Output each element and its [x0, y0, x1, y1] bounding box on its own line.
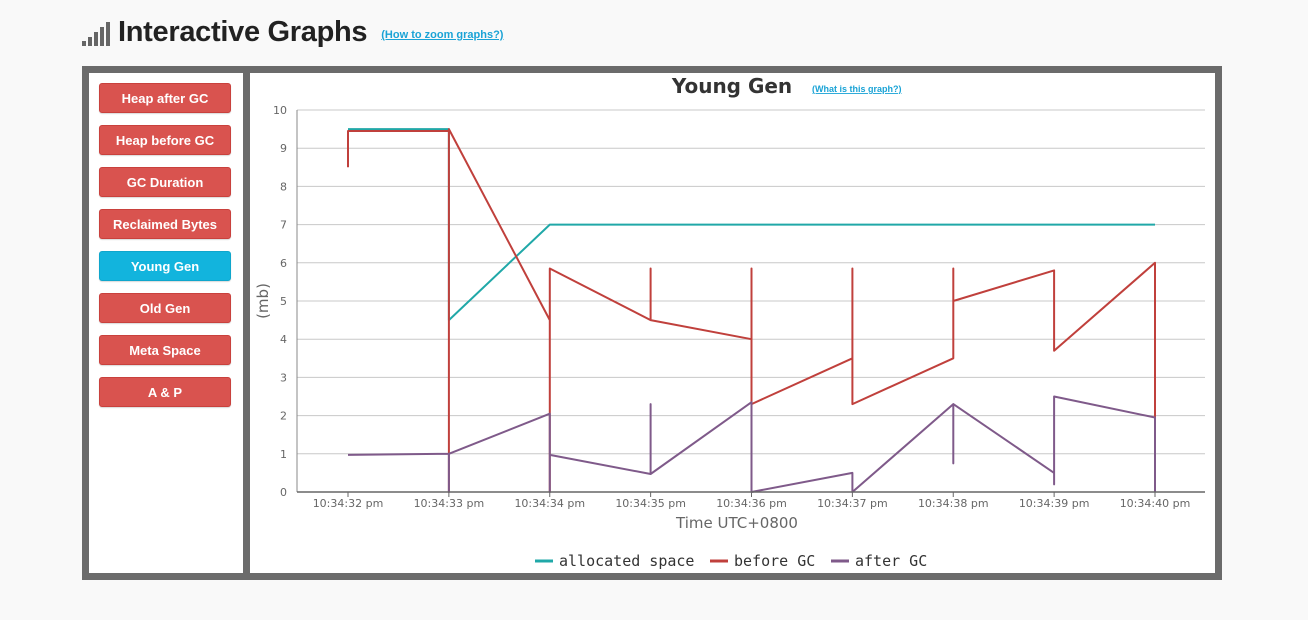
y-tick-label: 3: [280, 371, 287, 384]
chart-panel: Young Gen (What is this graph?) 0 1 2 3 4 5 6 7…: [250, 73, 1215, 573]
series-before-gc-line: [347, 128, 1156, 493]
x-tick-label: 10:34:40 pm: [1120, 497, 1191, 510]
y-tick-label: 6: [280, 257, 287, 270]
x-tick-label: 10:34:33 pm: [414, 497, 485, 510]
x-tick-label: 10:34:32 pm: [313, 497, 384, 510]
page-header: Interactive Graphs (How to zoom graphs?): [82, 12, 503, 52]
y-tick-label: 8: [280, 180, 287, 193]
gc-duration-button[interactable]: GC Duration: [99, 167, 231, 197]
x-tick-label: 10:34:39 pm: [1019, 497, 1090, 510]
x-axis-ticks: 10:34:32 pm 10:34:33 pm 10:34:34 pm 10:34:3…: [313, 492, 1191, 510]
graph-sidebar: Heap after GC Heap before GC GC Duration…: [89, 73, 243, 573]
y-tick-label: 10: [273, 104, 287, 117]
legend-label-allocated-space: allocated space: [559, 552, 694, 570]
y-tick-label: 7: [280, 219, 287, 232]
series-after-gc-line: [347, 395, 1156, 493]
y-tick-label: 0: [280, 486, 287, 499]
x-tick-label: 10:34:36 pm: [716, 497, 787, 510]
y-axis-ticks: 0 1 2 3 4 5 6 7 8 9 10: [273, 104, 287, 499]
page-title: Interactive Graphs: [118, 15, 368, 48]
x-tick-label: 10:34:37 pm: [817, 497, 888, 510]
zoom-help-link[interactable]: (How to zoom graphs?): [381, 29, 504, 41]
young-gen-chart[interactable]: Young Gen (What is this graph?) 0 1 2 3 4 5 6 7…: [250, 73, 1215, 573]
x-tick-label: 10:34:35 pm: [615, 497, 686, 510]
y-tick-label: 2: [280, 410, 287, 423]
x-tick-label: 10:34:34 pm: [514, 497, 585, 510]
signal-bars-icon: [82, 18, 110, 46]
heap-before-gc-button[interactable]: Heap before GC: [99, 125, 231, 155]
x-tick-label: 10:34:38 pm: [918, 497, 989, 510]
legend-label-after-gc: after GC: [855, 552, 927, 570]
heap-after-gc-button[interactable]: Heap after GC: [99, 83, 231, 113]
chart-legend: allocated space before GC after GC: [535, 552, 927, 570]
y-tick-label: 4: [280, 333, 287, 346]
old-gen-button[interactable]: Old Gen: [99, 293, 231, 323]
series-lines: [347, 128, 1156, 493]
legend-label-before-gc: before GC: [734, 552, 815, 570]
meta-space-button[interactable]: Meta Space: [99, 335, 231, 365]
x-axis-title: Time UTC+0800: [675, 514, 798, 532]
y-tick-label: 1: [280, 448, 287, 461]
reclaimed-bytes-button[interactable]: Reclaimed Bytes: [99, 209, 231, 239]
young-gen-button[interactable]: Young Gen: [99, 251, 231, 281]
graph-title: Young Gen: [671, 74, 792, 98]
graph-help-link[interactable]: (What is this graph?): [812, 84, 902, 94]
y-tick-label: 5: [280, 295, 287, 308]
y-axis-title: (mb): [254, 283, 272, 319]
y-tick-label: 9: [280, 142, 287, 155]
a-and-p-button[interactable]: A & P: [99, 377, 231, 407]
